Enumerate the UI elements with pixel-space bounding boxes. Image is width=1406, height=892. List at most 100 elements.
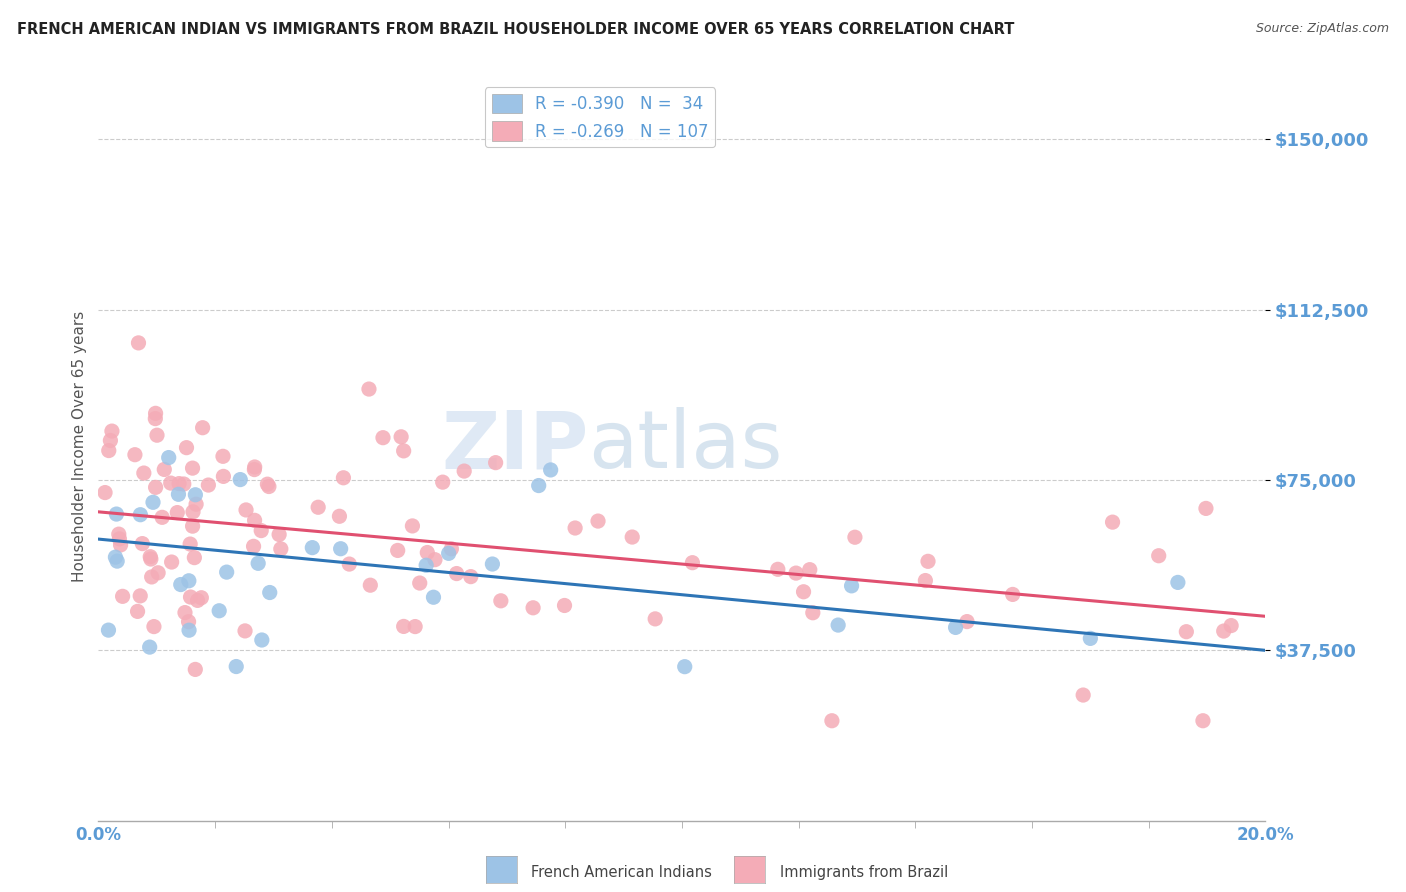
Point <box>181 461 204 475</box>
Point <box>160 555 183 569</box>
Point <box>821 714 844 728</box>
Point <box>766 562 789 576</box>
Point <box>1167 575 1189 590</box>
Point <box>97 623 120 637</box>
Point <box>235 503 257 517</box>
Point <box>644 612 666 626</box>
Point <box>328 509 350 524</box>
Point <box>793 584 815 599</box>
Point <box>564 521 586 535</box>
Point <box>191 420 214 434</box>
Point <box>301 541 323 555</box>
Point <box>187 593 209 607</box>
Point <box>159 476 181 491</box>
Legend: R = -0.390   N =  34, R = -0.269   N = 107: R = -0.390 N = 34, R = -0.269 N = 107 <box>485 87 716 147</box>
Point <box>785 566 807 581</box>
Point <box>145 480 167 494</box>
Point <box>1080 632 1102 646</box>
Point <box>142 495 165 509</box>
Point <box>1001 587 1024 601</box>
Point <box>110 538 132 552</box>
Point <box>485 456 508 470</box>
Point <box>453 464 475 478</box>
Point <box>1212 624 1234 638</box>
Point <box>1101 515 1123 529</box>
Point <box>243 462 266 476</box>
Point <box>177 615 200 629</box>
Point <box>404 619 426 633</box>
Point <box>440 541 463 556</box>
Point <box>917 554 939 568</box>
Point <box>170 577 193 591</box>
Point <box>184 488 207 502</box>
Point <box>176 441 198 455</box>
Point <box>371 431 394 445</box>
Point <box>945 620 967 634</box>
Point <box>1220 618 1243 632</box>
Point <box>540 463 562 477</box>
Point <box>247 557 270 571</box>
Point <box>184 662 207 676</box>
Point <box>437 546 460 560</box>
Point <box>139 549 162 564</box>
Point <box>387 543 409 558</box>
Point <box>270 541 292 556</box>
Point <box>409 576 432 591</box>
Point <box>956 615 979 629</box>
Point <box>131 536 153 550</box>
Point <box>212 450 235 464</box>
Point <box>257 479 280 493</box>
Point <box>173 477 195 491</box>
Point <box>243 460 266 475</box>
Point <box>129 508 152 522</box>
Point <box>124 448 146 462</box>
Point <box>522 600 544 615</box>
Point <box>233 624 256 638</box>
Point <box>841 579 863 593</box>
Point <box>250 524 273 538</box>
Point <box>145 406 167 420</box>
Point <box>184 497 207 511</box>
Point <box>432 475 454 490</box>
Point <box>157 450 180 465</box>
Point <box>105 507 128 521</box>
Text: Source: ZipAtlas.com: Source: ZipAtlas.com <box>1256 22 1389 36</box>
Point <box>827 618 849 632</box>
Point <box>446 566 468 581</box>
Point <box>460 569 482 583</box>
Text: French American Indians: French American Indians <box>531 865 713 880</box>
Point <box>139 552 162 566</box>
Point <box>129 589 152 603</box>
Text: Immigrants from Brazil: Immigrants from Brazil <box>780 865 949 880</box>
Point <box>1071 688 1094 702</box>
Point <box>132 466 155 480</box>
Text: FRENCH AMERICAN INDIAN VS IMMIGRANTS FROM BRAZIL HOUSEHOLDER INCOME OVER 65 YEAR: FRENCH AMERICAN INDIAN VS IMMIGRANTS FRO… <box>17 22 1014 37</box>
Point <box>97 443 120 458</box>
Point <box>105 554 128 568</box>
Point <box>586 514 609 528</box>
Point <box>177 624 200 638</box>
Point <box>416 545 439 559</box>
Point <box>153 462 176 476</box>
Y-axis label: Householder Income Over 65 years: Householder Income Over 65 years <box>72 310 87 582</box>
Point <box>1175 624 1198 639</box>
Point <box>166 506 188 520</box>
Point <box>146 566 169 580</box>
Point <box>167 487 190 501</box>
Point <box>127 335 149 350</box>
Point <box>146 428 169 442</box>
Point <box>621 530 644 544</box>
Point <box>150 510 173 524</box>
Point <box>392 619 415 633</box>
Point <box>392 443 415 458</box>
Point <box>401 519 423 533</box>
Point <box>269 527 291 541</box>
Point <box>101 424 124 438</box>
Point <box>1192 714 1215 728</box>
Text: atlas: atlas <box>589 407 783 485</box>
Text: ZIP: ZIP <box>441 407 589 485</box>
Point <box>183 550 205 565</box>
Point <box>127 604 149 618</box>
Point <box>208 604 231 618</box>
Point <box>489 594 512 608</box>
